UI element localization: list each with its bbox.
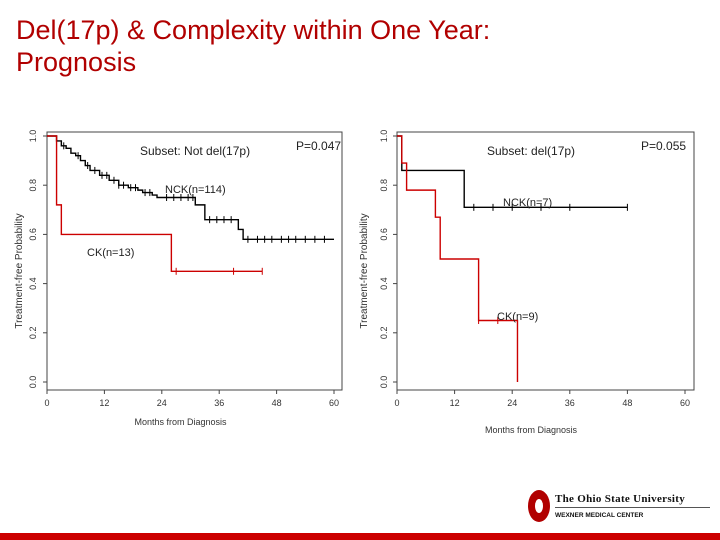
series-label: NCK(n=114) [165,184,226,196]
logo-divider [555,507,710,508]
km-chart-not-del17p: 0 12 24 36 48 60 0.0 0.2 0.4 0.6 0.8 1.0 Months from… [14,130,343,427]
y-tick-label: 1.0 [379,130,389,143]
x-tick-label: 24 [507,398,517,408]
y-tick-label: 1.0 [28,130,38,143]
slide-title-line-1: Del(17p) & Complexity within One Year: [16,15,491,45]
y-tick-label: 0.0 [28,376,38,389]
p-value-label: P=0.055 [641,139,686,153]
x-tick-label: 12 [450,398,460,408]
series-label: CK(n=13) [87,247,134,259]
osu-logo: The Ohio State University WEXNER MEDICAL… [528,490,713,526]
slide-accent-bar [0,533,720,540]
logo-subtitle: WEXNER MEDICAL CENTER [555,512,644,519]
x-tick-label: 48 [272,398,282,408]
logo-university-name: The Ohio State University [555,493,686,505]
x-tick-label: 60 [680,398,690,408]
y-tick-label: 0.4 [379,277,389,290]
x-tick-label: 0 [394,398,399,408]
y-tick-label: 0.8 [379,179,389,192]
y-axis-label: Treatment-free Probability [359,213,370,328]
km-chart-del17p: 0 12 24 36 48 60 0.0 0.2 0.4 0.6 0.8 1.0 Months from… [359,130,695,435]
plot-frame [46,131,343,391]
y-tick-label: 0.6 [28,228,38,241]
y-tick-label: 0.4 [28,277,38,290]
block-o-icon [528,490,550,522]
slide-title-line-2: Prognosis [16,47,137,77]
x-axis-label: Months from Diagnosis [134,417,227,427]
slide-title: Del(17p) & Complexity within One Year: P… [16,14,706,78]
y-tick-label: 0.8 [28,179,38,192]
x-tick-label: 24 [157,398,167,408]
p-value-label: P=0.047 [296,139,341,153]
x-tick-label: 0 [44,398,49,408]
y-tick-label: 0.0 [379,376,389,389]
x-tick-label: 60 [329,398,339,408]
y-tick-label: 0.6 [379,228,389,241]
y-tick-label: 0.2 [28,327,38,340]
km-curve-ck [47,135,263,272]
subset-label: Subset: del(17p) [487,144,575,158]
x-tick-label: 36 [565,398,575,408]
series-label: CK(n=9) [497,311,538,323]
x-tick-label: 36 [214,398,224,408]
x-axis-label: Months from Diagnosis [485,425,578,435]
subset-label: Subset: Not del(17p) [140,144,250,158]
y-axis-label: Treatment-free Probability [14,213,25,328]
y-tick-label: 0.2 [379,327,389,340]
series-label: NCK(n=7) [503,197,552,209]
x-tick-label: 48 [622,398,632,408]
km-curve-ck [397,135,519,382]
plot-frame [396,131,695,391]
x-tick-label: 12 [99,398,109,408]
